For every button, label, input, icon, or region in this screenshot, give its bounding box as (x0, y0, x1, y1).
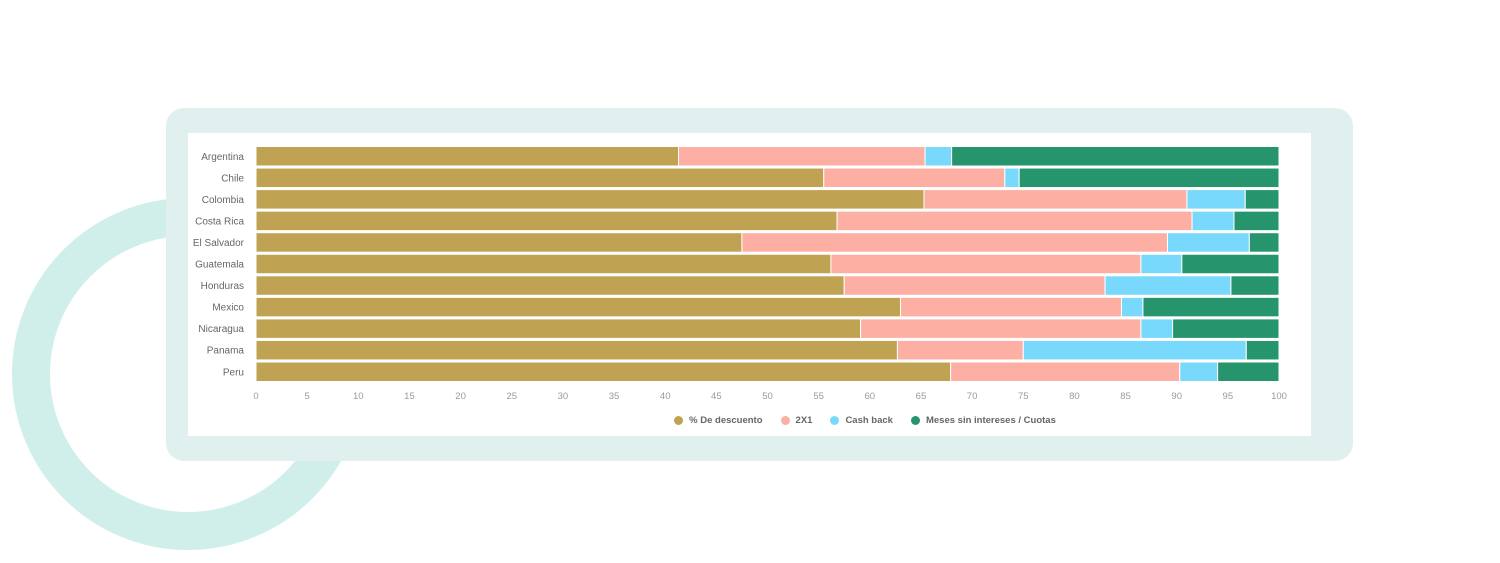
category-label: Nicaragua (198, 324, 244, 335)
bar-segment-costa-rica-series-3 (1233, 210, 1280, 232)
category-labels: Argentina Chile Colombia Costa Rica El Salva… (193, 152, 245, 379)
bar-segment-honduras-series-2 (1104, 275, 1232, 296)
bar-segment-colombia-series-0 (255, 189, 925, 210)
x-tick-label: 35 (609, 391, 620, 402)
bar-segment-honduras-series-3 (1230, 275, 1280, 296)
x-tick-label: 60 (865, 391, 876, 402)
x-axis-ticks: 0 5 10 15 20 25 30 35 40 45 50 55 60 65 70 75 80 85 90 95 10… (253, 391, 1287, 402)
bar-segment-argentina-series-0 (255, 146, 679, 167)
bar-segment-peru-series-2 (1179, 361, 1219, 382)
x-tick-label: 0 (253, 391, 258, 402)
bar-segment-costa-rica-series-1 (836, 210, 1193, 232)
category-label: Costa Rica (195, 216, 244, 227)
legend-dot-icon (780, 416, 790, 425)
bar-segment-panama-series-1 (896, 339, 1024, 361)
legend-item[interactable]: Cash back (830, 415, 893, 426)
x-tick-label: 95 (1223, 391, 1234, 402)
x-tick-label: 50 (762, 391, 773, 402)
bar-segment-panama-series-0 (255, 339, 898, 361)
bars-group (255, 146, 1280, 382)
bar-segment-mexico-series-0 (255, 296, 901, 318)
bar-segment-honduras-series-1 (843, 275, 1106, 296)
bar-segment-mexico-series-2 (1120, 296, 1144, 318)
bar-segment-mexico-series-1 (899, 296, 1122, 318)
bar-segment-peru-series-0 (255, 361, 952, 382)
x-tick-label: 10 (353, 391, 364, 402)
category-label: Colombia (202, 195, 245, 206)
bar-segment-honduras-series-0 (255, 275, 845, 296)
bar-segment-costa-rica-series-2 (1191, 210, 1235, 232)
legend-item[interactable]: 2X1 (780, 415, 813, 426)
x-tick-label: 100 (1271, 391, 1287, 402)
bar-segment-costa-rica-series-0 (255, 210, 838, 232)
bar-segment-chile-series-0 (255, 167, 825, 189)
bar-segment-nicaragua-series-1 (860, 318, 1142, 339)
bar-segment-chile-series-3 (1018, 167, 1280, 189)
bar-segment-chile-series-2 (1004, 167, 1020, 189)
bar-segment-peru-series-3 (1217, 361, 1280, 382)
x-tick-label: 15 (404, 391, 415, 402)
bar-segment-nicaragua-series-3 (1172, 318, 1280, 339)
bar-segment-mexico-series-3 (1142, 296, 1280, 318)
bar-segment-colombia-series-3 (1244, 189, 1280, 210)
bar-segment-guatemala-series-0 (255, 253, 832, 275)
legend-label: % De descuento (689, 415, 763, 426)
x-tick-label: 20 (455, 391, 466, 402)
bar-segment-el-salvador-series-0 (255, 232, 743, 253)
category-label: Chile (221, 173, 244, 184)
bar-segment-colombia-series-1 (923, 189, 1188, 210)
x-tick-label: 75 (1018, 391, 1029, 402)
legend: % De descuento 2X1 Cash back Meses sin inte… (0, 415, 1500, 426)
legend-label: Meses sin intereses / Cuotas (925, 415, 1056, 426)
x-tick-label: 40 (660, 391, 671, 402)
bar-segment-panama-series-3 (1245, 339, 1280, 361)
category-label: Peru (223, 367, 244, 378)
bar-segment-argentina-series-1 (677, 146, 926, 167)
bar-segment-argentina-series-2 (924, 146, 953, 167)
legend-dot-icon (674, 416, 684, 425)
legend-dot-icon (910, 416, 920, 425)
bar-segment-nicaragua-series-0 (255, 318, 862, 339)
x-tick-label: 5 (305, 391, 310, 402)
category-label: Honduras (201, 281, 244, 292)
legend-dot-icon (830, 416, 840, 425)
bar-segment-panama-series-2 (1022, 339, 1247, 361)
bar-segment-el-salvador-series-3 (1248, 232, 1280, 253)
bar-segment-el-salvador-series-2 (1166, 232, 1250, 253)
legend-item[interactable]: % De descuento (674, 415, 763, 426)
x-tick-label: 90 (1171, 391, 1182, 402)
legend-label: Cash back (845, 415, 893, 426)
bar-segment-nicaragua-series-2 (1140, 318, 1174, 339)
category-label: Mexico (212, 303, 244, 314)
category-label: Guatemala (195, 260, 244, 271)
bar-segment-argentina-series-3 (951, 146, 1280, 167)
x-tick-label: 70 (967, 391, 978, 402)
bar-segment-guatemala-series-1 (830, 253, 1142, 275)
x-tick-label: 55 (813, 391, 824, 402)
x-tick-label: 30 (558, 391, 569, 402)
legend-item[interactable]: Meses sin intereses / Cuotas (910, 415, 1056, 426)
x-tick-label: 65 (916, 391, 927, 402)
bar-segment-el-salvador-series-1 (741, 232, 1168, 253)
bar-segment-peru-series-1 (950, 361, 1181, 382)
x-tick-label: 80 (1069, 391, 1080, 402)
x-tick-label: 25 (506, 391, 517, 402)
bar-segment-guatemala-series-3 (1181, 253, 1280, 275)
bar-segment-chile-series-1 (823, 167, 1006, 189)
category-label: Panama (207, 346, 245, 357)
bar-segment-guatemala-series-2 (1140, 253, 1183, 275)
x-tick-label: 85 (1120, 391, 1131, 402)
legend-label: 2X1 (795, 415, 813, 426)
category-label: Argentina (201, 152, 244, 163)
category-label: El Salvador (193, 238, 245, 249)
x-tick-label: 45 (711, 391, 722, 402)
bar-segment-colombia-series-2 (1186, 189, 1246, 210)
